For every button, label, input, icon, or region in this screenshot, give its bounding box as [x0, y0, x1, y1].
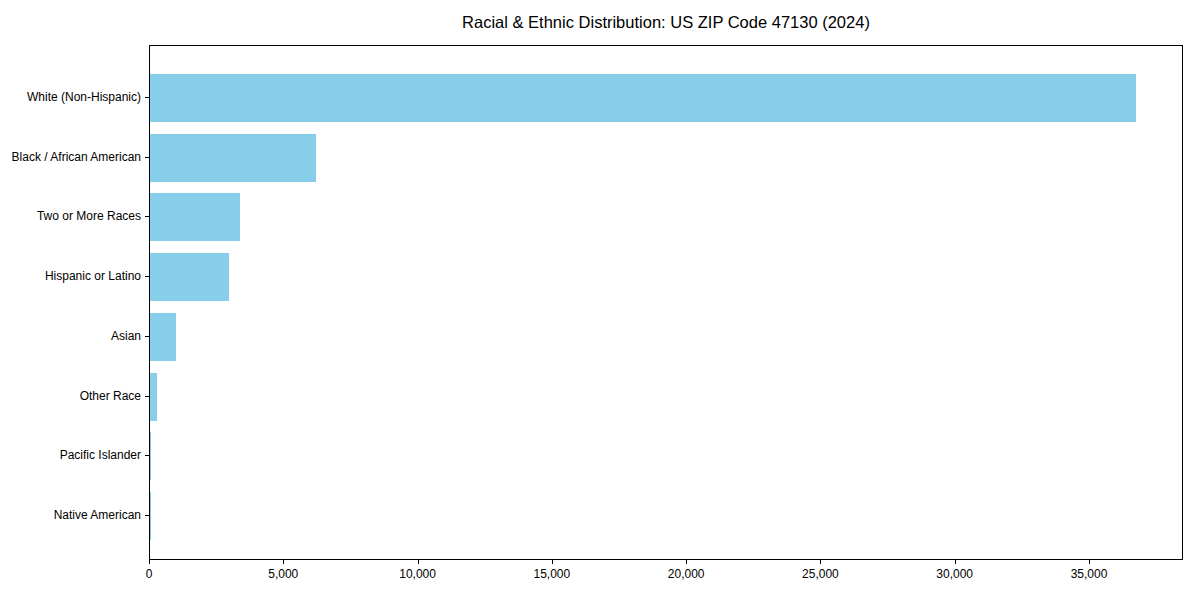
x-tick-mark: [686, 560, 687, 564]
y-tick-mark: [145, 276, 149, 277]
y-tick-label: Pacific Islander: [0, 447, 141, 463]
y-tick-label: White (Non-Hispanic): [0, 89, 141, 105]
bar-white-non-hispanic: [150, 74, 1136, 122]
plot-area: [149, 45, 1183, 560]
bar-asian: [150, 313, 176, 361]
chart-title: Racial & Ethnic Distribution: US ZIP Cod…: [149, 13, 1183, 32]
y-tick-mark: [145, 336, 149, 337]
bar-other-race: [150, 373, 157, 421]
bar-two-or-more-races: [150, 193, 240, 241]
x-tick-mark: [955, 560, 956, 564]
x-tick-label: 35,000: [1049, 567, 1129, 581]
x-tick-mark: [820, 560, 821, 564]
y-tick-mark: [145, 396, 149, 397]
x-tick-label: 10,000: [378, 567, 458, 581]
y-tick-mark: [145, 216, 149, 217]
bar-hispanic-or-latino: [150, 253, 229, 301]
x-tick-label: 30,000: [915, 567, 995, 581]
x-tick-label: 15,000: [512, 567, 592, 581]
y-tick-label: Black / African American: [0, 149, 141, 165]
y-tick-mark: [145, 97, 149, 98]
x-tick-label: 20,000: [646, 567, 726, 581]
bar-chart-figure: Racial & Ethnic Distribution: US ZIP Cod…: [0, 0, 1200, 600]
y-tick-label: Two or More Races: [0, 208, 141, 224]
y-tick-mark: [145, 455, 149, 456]
x-tick-mark: [418, 560, 419, 564]
x-tick-mark: [283, 560, 284, 564]
bar-pacific-islander: [150, 432, 151, 480]
y-tick-mark: [145, 157, 149, 158]
bar-black-african-american: [150, 134, 316, 182]
x-tick-label: 0: [109, 567, 189, 581]
x-tick-label: 5,000: [243, 567, 323, 581]
x-tick-mark: [552, 560, 553, 564]
y-tick-label: Other Race: [0, 388, 141, 404]
x-tick-mark: [149, 560, 150, 564]
bar-native-american: [150, 492, 151, 540]
y-tick-label: Asian: [0, 328, 141, 344]
y-tick-mark: [145, 515, 149, 516]
x-tick-mark: [1089, 560, 1090, 564]
y-tick-label: Hispanic or Latino: [0, 268, 141, 284]
y-tick-label: Native American: [0, 507, 141, 523]
x-tick-label: 25,000: [780, 567, 860, 581]
